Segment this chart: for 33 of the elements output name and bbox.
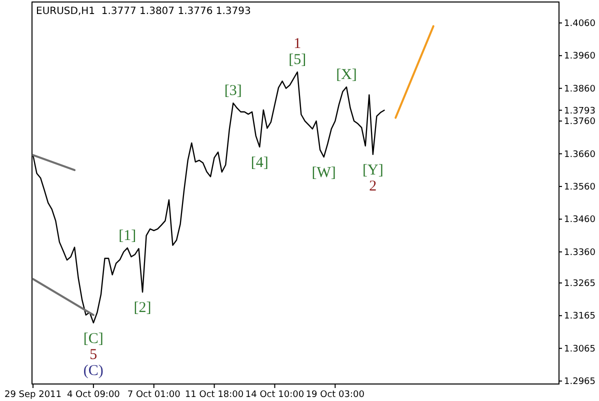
x-tick-label: 19 Oct 03:00 <box>306 390 365 400</box>
annotation: [4] <box>250 154 268 171</box>
y-tick-label: 1.3460 <box>564 215 596 226</box>
annotation: [W] <box>312 165 336 182</box>
x-tick-label: 4 Oct 09:00 <box>66 390 120 400</box>
y-tick-label: 1.3560 <box>564 182 596 192</box>
annotation: 2 <box>369 178 377 194</box>
x-tick-label: 14 Oct 10:00 <box>245 390 304 400</box>
annotation: 5 <box>90 346 98 363</box>
annotation: [2] <box>134 300 152 316</box>
y-tick-label: 1.3265 <box>564 278 596 289</box>
y-tick-label: 1.3065 <box>564 344 596 354</box>
annotation: [X] <box>336 67 357 84</box>
annotation: [5] <box>288 52 306 68</box>
y-tick-label: 1.2965 <box>564 377 596 388</box>
y-tick-label: 1.3860 <box>564 84 596 94</box>
x-tick-label: 29 Sep 2011 <box>4 390 62 400</box>
x-tick-label: 7 Oct 01:00 <box>127 390 181 400</box>
annotation: (C) <box>83 362 104 379</box>
chart-title: EURUSD,H1 1.3777 1.3807 1.3776 1.3793 <box>36 6 251 17</box>
y-tick-label: 1.4060 <box>564 18 596 29</box>
annotation: [3] <box>224 83 242 100</box>
annotation: 1 <box>294 36 302 52</box>
annotation: [C] <box>83 330 104 347</box>
y-tick-label: 1.3760 <box>564 117 596 128</box>
y-tick-label: 1.3660 <box>564 150 596 160</box>
y-tick-label: 1.3960 <box>564 52 596 62</box>
y-tick-label: 1.3165 <box>564 312 596 322</box>
y-tick-label: 1.3793 <box>564 106 596 116</box>
x-tick-label: 11 Oct 18:00 <box>184 390 244 400</box>
annotation: [Y] <box>362 162 384 178</box>
annotation: [1] <box>118 228 136 244</box>
y-tick-label: 1.3360 <box>564 248 596 258</box>
